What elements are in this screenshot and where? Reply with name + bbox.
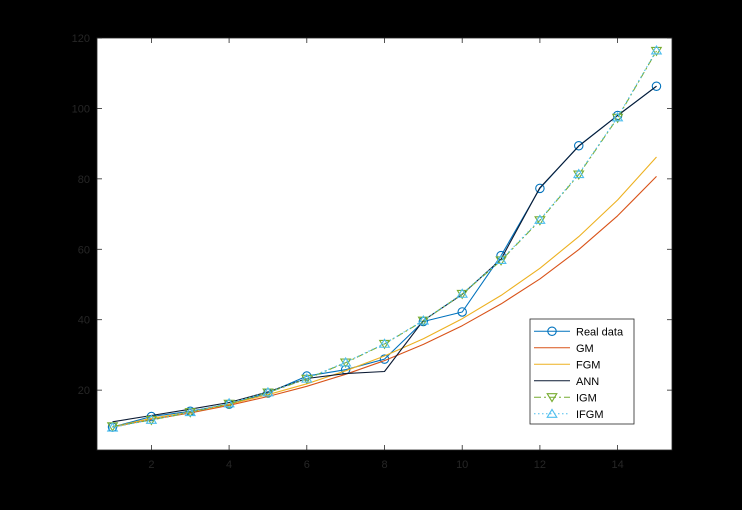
data-point: [301, 373, 313, 383]
legend-item: FGM: [534, 359, 600, 371]
x-tick-label: 14: [611, 459, 623, 471]
x-tick-label: 6: [304, 459, 310, 471]
data-point: [572, 170, 585, 181]
data-point: [495, 254, 507, 264]
series-ifgm: [106, 44, 663, 432]
y-tick-label: 60: [78, 244, 90, 256]
data-point: [650, 46, 663, 57]
x-tick-label: 4: [226, 459, 232, 471]
y-tick-label: 80: [78, 174, 90, 186]
data-point: [572, 168, 585, 179]
y-tick-label: 40: [78, 315, 90, 327]
legend-item: GM: [534, 343, 594, 355]
data-point: [417, 315, 430, 325]
x-tick-label: 10: [456, 459, 468, 471]
data-point: [650, 44, 663, 55]
legend: Real data GM FGM ANN IGM IFGM: [529, 318, 635, 425]
data-point: [457, 307, 467, 317]
legend-item: IGM: [534, 392, 597, 404]
series-ann: [112, 85, 657, 423]
y-tick-label: 20: [78, 385, 90, 397]
legend-label: GM: [576, 343, 594, 355]
legend-item: IFGM: [534, 408, 604, 421]
data-point: [574, 141, 584, 151]
y-tick-label: 100: [72, 103, 90, 115]
data-point: [611, 113, 624, 124]
data-point: [534, 214, 546, 224]
x-tick-label: 2: [148, 459, 154, 471]
data-point: [301, 374, 313, 385]
data-point: [262, 386, 274, 397]
legend-marker: [547, 326, 557, 336]
data-point: [378, 339, 391, 350]
x-tick-label: 12: [534, 459, 546, 471]
legend-label: Real data: [576, 326, 624, 338]
data-point: [106, 422, 119, 432]
x-tick-label: 8: [381, 459, 387, 471]
data-point: [456, 288, 468, 298]
series-line: [112, 85, 657, 423]
data-point: [534, 216, 546, 226]
series-layer: [106, 44, 663, 432]
data-point: [611, 111, 624, 122]
legend-item: Real data: [534, 326, 624, 338]
legend-label: ANN: [576, 376, 599, 388]
legend-box: [529, 318, 635, 425]
legend-marker: [546, 393, 558, 403]
data-point: [417, 316, 430, 327]
data-point: [184, 406, 197, 417]
legend-label: FGM: [576, 359, 600, 371]
series-line: [112, 50, 657, 429]
legend-label: IFGM: [576, 409, 604, 421]
data-point: [145, 414, 158, 424]
data-point: [223, 397, 235, 408]
data-point: [339, 356, 352, 367]
legend-marker: [546, 408, 558, 418]
data-point: [651, 81, 662, 91]
data-point: [495, 256, 507, 266]
tick-layer: 2 4 6 8 10 12 14 20 40 60 80 100 120: [72, 33, 673, 471]
data-point: [535, 183, 545, 194]
y-tick-label: 120: [72, 33, 90, 45]
data-point: [456, 289, 468, 300]
series-gm: [112, 176, 657, 428]
data-point: [378, 338, 391, 348]
legend-label: IGM: [576, 392, 597, 404]
legend-item: ANN: [534, 376, 599, 388]
series-line: [112, 176, 657, 428]
